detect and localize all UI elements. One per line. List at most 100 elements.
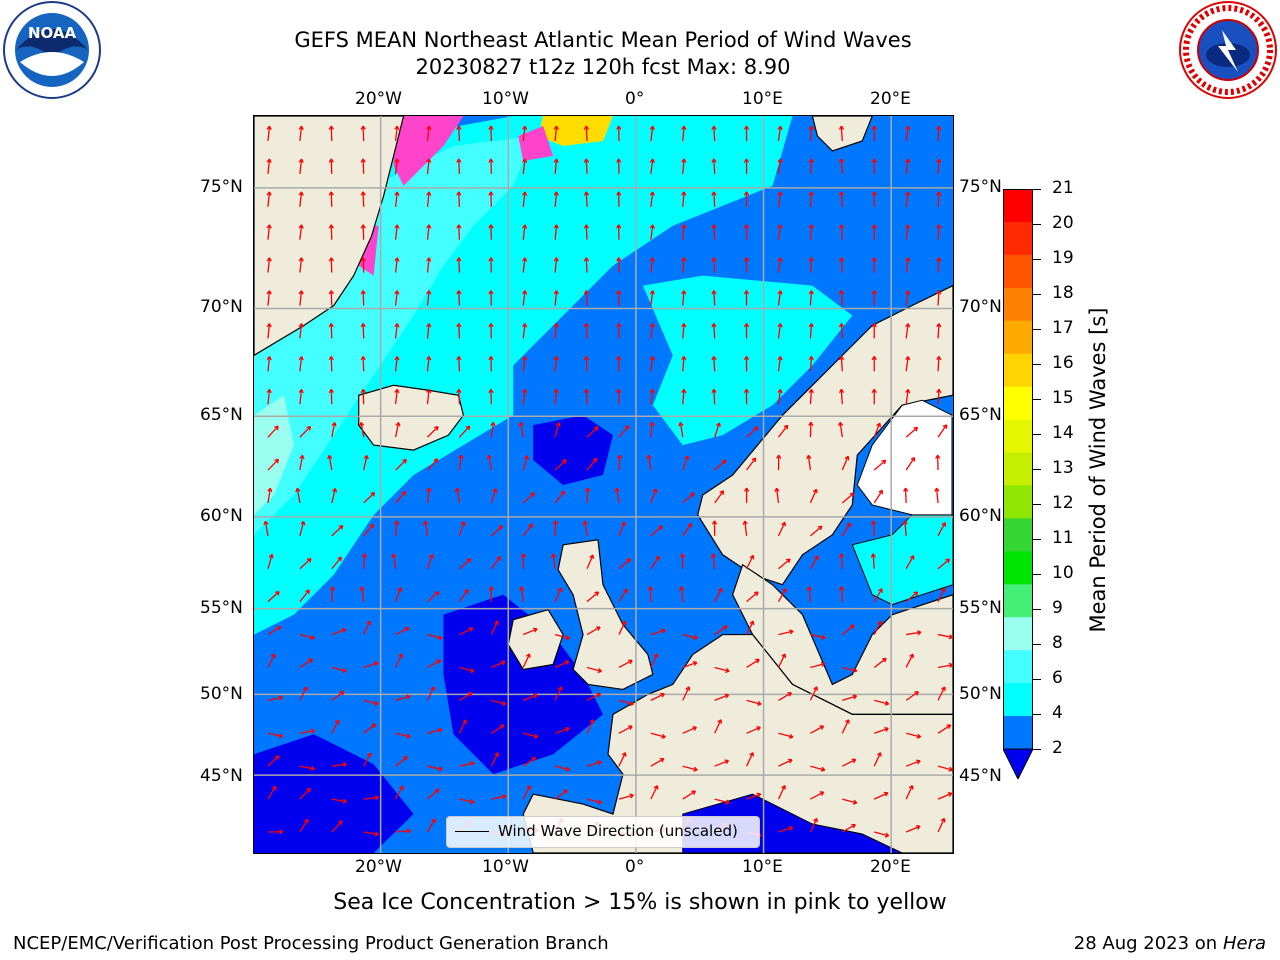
wave-direction-arrow [490, 752, 499, 767]
credit-host: Hera [1222, 933, 1266, 954]
wave-direction-arrow [394, 356, 398, 372]
wave-direction-arrowhead [946, 724, 952, 729]
wave-direction-arrowhead [681, 388, 687, 394]
wave-direction-arrow [331, 820, 343, 833]
wave-direction-arrow [650, 323, 654, 339]
wave-direction-arrow [363, 455, 368, 471]
wave-direction-arrow [713, 224, 716, 240]
colorbar-tick [1033, 714, 1041, 715]
wave-direction-arrow [618, 425, 630, 438]
wave-direction-arrow [872, 520, 875, 536]
wave-direction-arrowhead [492, 488, 498, 493]
wave-direction-arrow [363, 524, 374, 537]
wave-direction-arrow [714, 759, 729, 767]
wave-direction-arrow [363, 796, 379, 800]
wave-direction-arrowhead [560, 490, 566, 496]
wave-direction-arrowhead [936, 158, 942, 163]
wave-direction-arrow [585, 224, 588, 240]
wave-direction-arrowhead [331, 422, 337, 427]
colorbar-tick-label: 16 [1052, 353, 1074, 373]
wave-direction-arrowhead [711, 224, 717, 229]
land [254, 116, 953, 853]
wave-direction-arrowhead [359, 586, 365, 591]
wave-direction-arrowhead [882, 657, 887, 663]
wave-direction-arrowhead [757, 700, 762, 706]
wave-direction-arrow [840, 224, 843, 240]
wave-direction-arrow [682, 323, 685, 339]
wave-direction-arrowhead [488, 388, 494, 394]
wave-direction-arrowhead [616, 356, 622, 361]
wave-direction-arrow [650, 525, 663, 537]
wave-direction-arrowhead [653, 653, 659, 658]
wave-direction-arrow [809, 191, 813, 207]
wave-direction-arrowhead [725, 667, 730, 673]
wave-direction-arrow [554, 356, 558, 372]
wave-direction-arrowhead [360, 224, 366, 229]
wave-direction-arrowhead [948, 634, 953, 640]
wave-direction-arrowhead [597, 799, 603, 805]
wave-direction-arrow [522, 523, 533, 537]
wave-direction-arrow [809, 686, 818, 701]
lat-tick-right: 60°N [959, 506, 1002, 526]
wave-direction-arrowhead [838, 388, 845, 394]
wave-direction-arrow [778, 759, 793, 767]
wave-direction-arrow [650, 158, 654, 174]
nws-logo [1179, 1, 1277, 99]
wave-direction-arrow [841, 522, 851, 537]
wave-direction-arrowhead [363, 454, 369, 460]
wave-direction-arrowhead [812, 488, 818, 494]
wave-direction-arrowhead [304, 818, 309, 824]
wave-direction-arrow [299, 788, 311, 800]
wave-direction-arrowhead [523, 455, 530, 460]
wave-direction-arrowhead [306, 557, 312, 563]
wave-direction-arrow [362, 323, 365, 339]
colorbar-segment [1003, 353, 1033, 388]
wave-direction-arrowhead [488, 158, 494, 163]
wave-direction-arrowhead [266, 290, 272, 295]
wave-direction-arrowhead [838, 125, 845, 130]
wave-direction-arrowhead [298, 224, 304, 229]
wave-direction-arrow [682, 661, 698, 669]
wave-direction-arrow [746, 726, 761, 734]
colorbar-tick [1033, 574, 1041, 575]
wave-direction-arrowhead [594, 591, 600, 596]
colorbar-tick [1033, 644, 1041, 645]
wave-direction-arrow [394, 290, 398, 306]
wave-direction-arrow [363, 831, 379, 835]
wave-direction-arrow [522, 224, 526, 240]
wave-direction-arrow [778, 732, 794, 738]
wave-direction-arrowhead [462, 719, 467, 724]
wave-direction-arrowhead [936, 125, 942, 130]
wave-direction-arrowhead [360, 257, 366, 262]
wave-direction-arrow [554, 727, 570, 734]
wave-direction-arrow [554, 459, 567, 471]
wave-direction-arrowhead [616, 158, 622, 163]
wave-direction-arrow [522, 757, 536, 767]
wave-direction-arrowhead [596, 692, 601, 698]
wave-direction-arrowhead [552, 520, 559, 525]
wave-direction-arrow [840, 323, 843, 339]
wave-direction-arrowhead [876, 422, 882, 428]
colorbar-tick-label: 17 [1052, 318, 1074, 338]
wave-direction-arrowhead [813, 686, 818, 691]
wave-direction-arrow [299, 455, 304, 471]
wave-direction-arrow [426, 818, 436, 833]
wave-direction-arrow [937, 765, 953, 771]
wave-direction-arrowhead [533, 693, 538, 699]
wave-direction-arrowhead [808, 257, 814, 262]
wave-direction-arrow [458, 455, 462, 471]
wave-direction-arrowhead [755, 658, 760, 664]
colorbar-segment [1003, 419, 1033, 454]
wave-direction-arrow [554, 587, 562, 602]
wave-direction-arrow [840, 586, 843, 602]
wave-direction-arrowhead [456, 323, 462, 328]
wave-direction-arrow [363, 553, 366, 569]
wave-direction-arrow [459, 762, 475, 767]
graticule [254, 116, 953, 853]
wave-direction-arrow [426, 290, 430, 306]
wave-direction-arrowhead [914, 691, 919, 696]
wave-direction-arrowhead [777, 388, 783, 394]
wave-direction-arrow [650, 555, 660, 570]
wave-direction-arrowhead [271, 785, 277, 791]
wave-direction-arrow [809, 422, 812, 438]
